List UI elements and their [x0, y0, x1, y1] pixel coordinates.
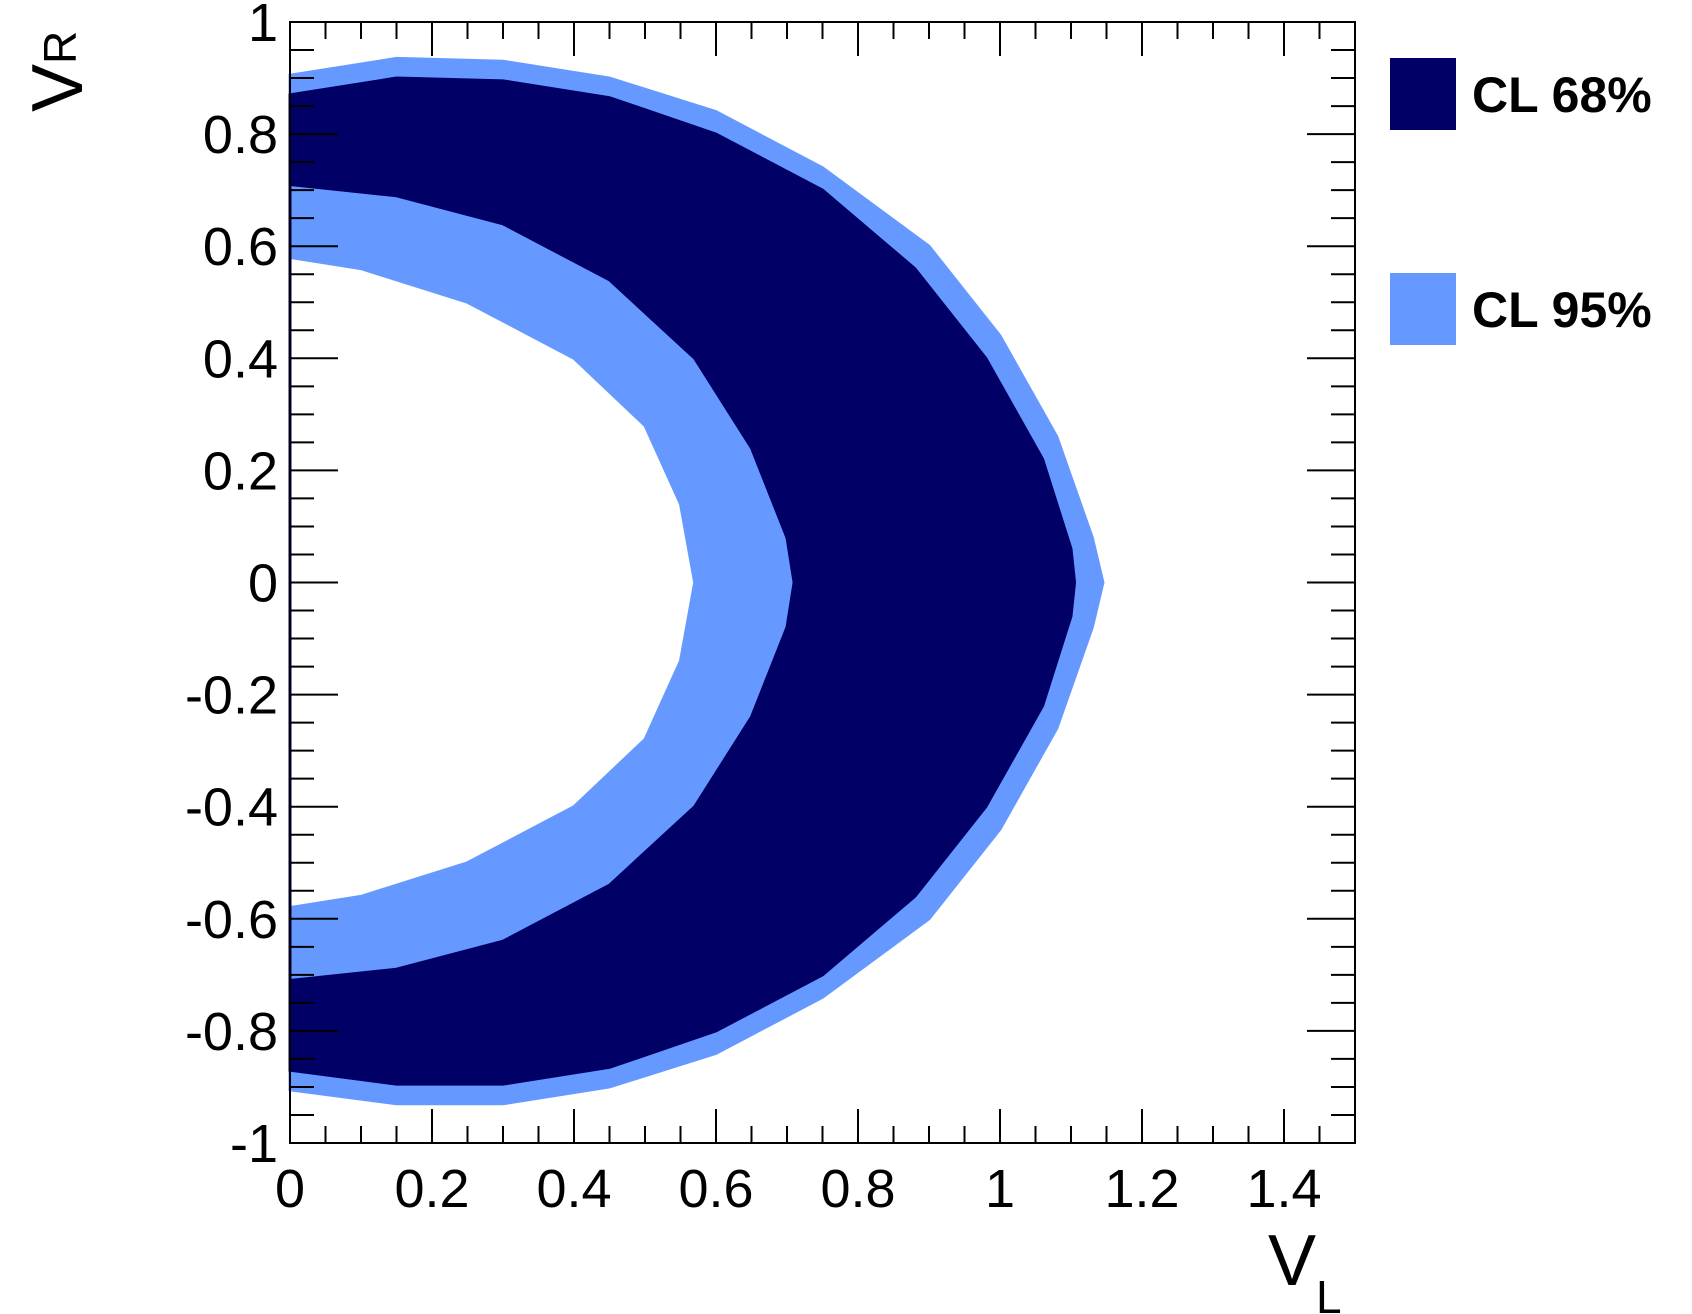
legend-label-cl-68: CL 68% — [1472, 67, 1652, 123]
x-tick-label: 1.2 — [1104, 1159, 1179, 1219]
x-tick-label: 0.4 — [536, 1159, 611, 1219]
y-tick-label: -0.6 — [185, 890, 278, 950]
legend: CL 68% CL 95% — [1390, 58, 1652, 345]
y-axis-title: VR — [18, 31, 98, 112]
legend-swatch-cl-68 — [1390, 58, 1456, 130]
x-axis-title-main: V — [1268, 1221, 1316, 1301]
y-tick-label: 0.8 — [203, 105, 278, 165]
y-tick-label: -0.2 — [185, 666, 278, 726]
y-axis-title-sub: R — [34, 31, 86, 64]
x-tick-labels: 0 0.2 0.4 0.6 0.8 1 1.2 1.4 — [275, 1159, 1322, 1219]
y-tick-label: 0 — [248, 554, 278, 614]
x-tick-label: 1.4 — [1246, 1159, 1321, 1219]
x-tick-label: 1 — [985, 1159, 1015, 1219]
y-axis-title-main: V — [18, 64, 98, 112]
y-tick-label: 0.4 — [203, 329, 278, 389]
y-tick-labels: -1 -0.8 -0.6 -0.4 -0.2 0 0.2 0.4 0.6 0.8 1 — [185, 0, 278, 1174]
legend-swatch-cl-95 — [1390, 273, 1456, 345]
x-axis-title: VL — [1268, 1221, 1342, 1314]
y-tick-label: 0.6 — [203, 217, 278, 277]
x-axis-title-sub: L — [1316, 1271, 1342, 1314]
y-tick-label: 1 — [248, 0, 278, 53]
x-tick-label: 0 — [275, 1159, 305, 1219]
plot-frame — [289, 21, 1356, 1144]
y-tick-label: -0.4 — [185, 778, 278, 838]
x-tick-label: 0.8 — [820, 1159, 895, 1219]
x-tick-label: 0.2 — [394, 1159, 469, 1219]
y-tick-label: -0.8 — [185, 1002, 278, 1062]
y-tick-label: 0.2 — [203, 441, 278, 501]
x-tick-label: 0.6 — [678, 1159, 753, 1219]
legend-label-cl-95: CL 95% — [1472, 282, 1652, 338]
region-cl-68 — [288, 76, 1077, 1086]
confidence-regions — [288, 56, 1105, 1106]
y-tick-label: -1 — [230, 1114, 278, 1174]
